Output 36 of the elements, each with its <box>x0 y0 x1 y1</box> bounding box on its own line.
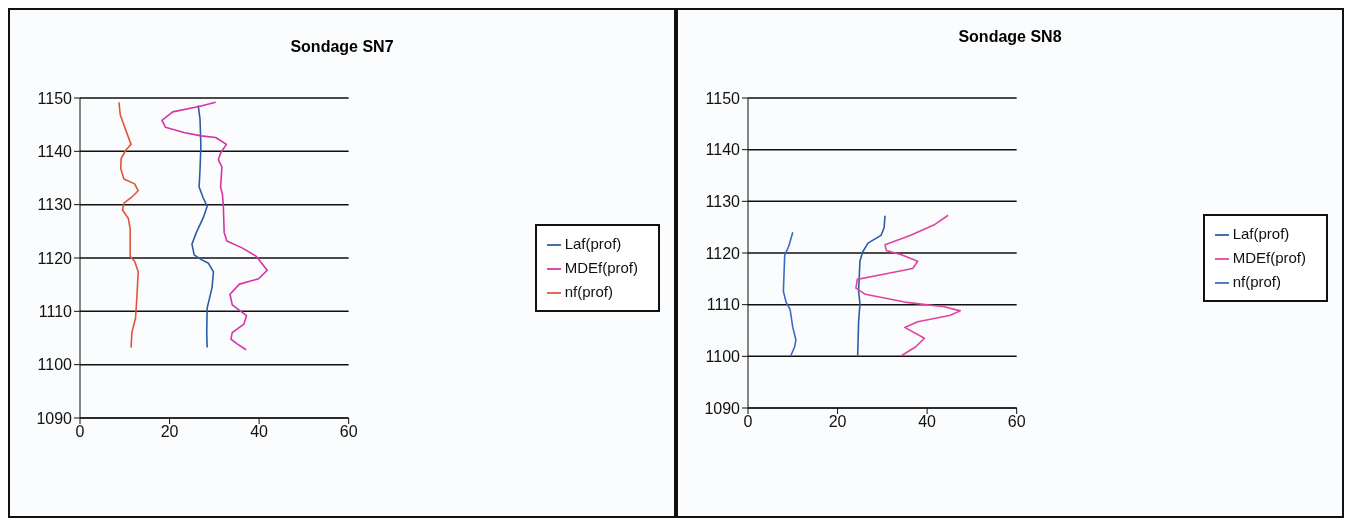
chart-title: Sondage SN8 <box>957 28 1063 47</box>
line-series <box>191 104 215 349</box>
chart-title: Sondage SN7 <box>289 38 395 57</box>
y-tick-label: 1130 <box>705 193 741 211</box>
y-tick-label: 1100 <box>37 356 73 374</box>
legend-label: nf(prof) <box>564 283 614 300</box>
x-tick-label: 0 <box>75 423 85 441</box>
x-tick-label: 60 <box>1007 413 1026 431</box>
y-tick-label: 1090 <box>704 399 741 417</box>
line-series <box>161 101 268 351</box>
legend-label: MDEf(prof) <box>564 259 638 276</box>
y-tick-label: 1110 <box>706 296 741 314</box>
x-tick-label: 40 <box>918 413 937 431</box>
y-tick-label: 1150 <box>37 89 73 107</box>
x-tick-label: 20 <box>828 413 847 431</box>
line-series <box>118 101 140 349</box>
y-tick-label: 1140 <box>37 143 73 161</box>
legend-label: nf(prof) <box>1232 273 1282 290</box>
x-tick-label: 40 <box>250 423 269 441</box>
y-tick-label: 1120 <box>37 249 73 267</box>
x-tick-label: 60 <box>339 423 358 441</box>
x-tick-label: 20 <box>160 423 179 441</box>
y-tick-label: 1120 <box>705 244 741 262</box>
y-tick-label: 1130 <box>37 196 73 214</box>
y-tick-label: 1100 <box>705 348 741 366</box>
legend-label: Laf(prof) <box>564 235 622 252</box>
y-tick-label: 1140 <box>705 141 741 159</box>
legend-label: Laf(prof) <box>1232 225 1290 242</box>
y-tick-label: 1110 <box>38 303 73 321</box>
legend-label: MDEf(prof) <box>1232 249 1306 266</box>
line-series <box>856 215 886 357</box>
x-tick-label: 0 <box>743 413 753 431</box>
line-series <box>855 214 962 357</box>
y-tick-label: 1090 <box>36 409 73 427</box>
line-series <box>782 231 797 357</box>
y-tick-label: 1150 <box>705 89 741 107</box>
